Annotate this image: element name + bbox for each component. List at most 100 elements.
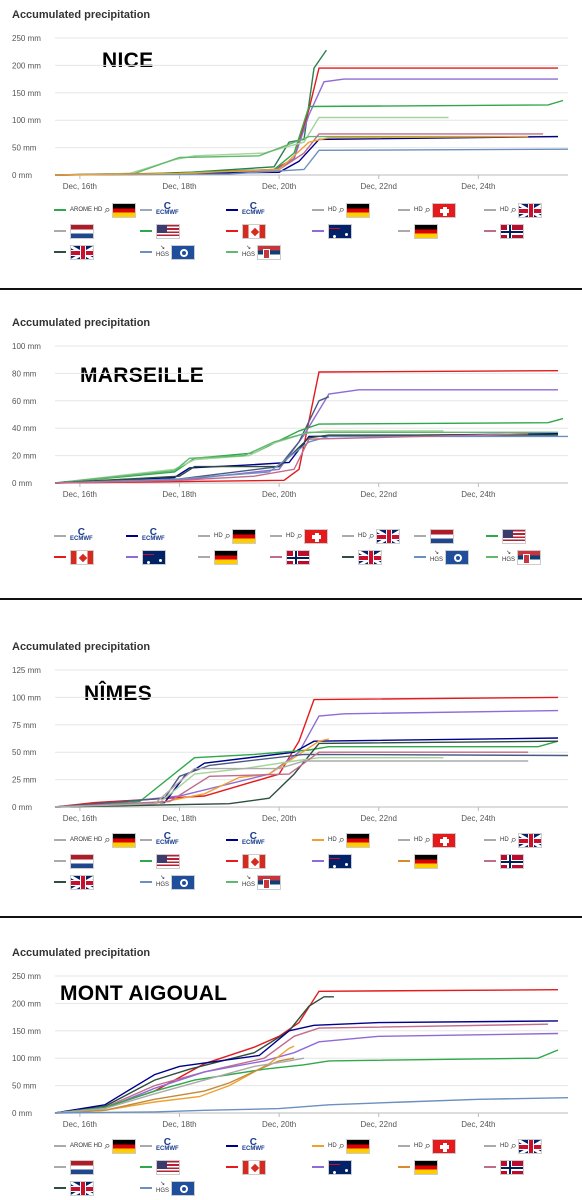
legend-item[interactable] (312, 1159, 352, 1175)
model-label: ECMWF (156, 840, 179, 846)
legend-swatch (312, 230, 324, 232)
flag-uk-icon (70, 244, 94, 260)
series-line-8 (54, 435, 568, 484)
legend-item[interactable]: C ECMWF (226, 1138, 265, 1154)
legend-item[interactable] (54, 549, 94, 565)
hgs-logo-icon: ↘ HGS (156, 245, 170, 258)
flag-de-icon (414, 853, 438, 869)
legend-swatch (414, 535, 426, 537)
legend-item[interactable]: HD ⌕ (198, 528, 256, 544)
legend-item[interactable] (226, 853, 266, 869)
legend-item[interactable] (398, 1159, 438, 1175)
legend-item[interactable] (414, 528, 454, 544)
legend-swatch (140, 839, 152, 841)
legend-swatch (54, 839, 66, 841)
legend-item[interactable] (126, 549, 166, 565)
legend-item[interactable]: HD ⌕ (398, 202, 456, 218)
legend-item[interactable] (140, 223, 180, 239)
legend-swatch (226, 860, 238, 862)
legend-item[interactable]: C ECMWF (140, 832, 179, 848)
legend-item[interactable] (198, 549, 238, 565)
legend-item[interactable] (54, 223, 94, 239)
legend-item[interactable]: C ECMWF (54, 528, 93, 544)
legend-item[interactable]: ↘ HGS (414, 549, 470, 565)
flag-au-icon (142, 549, 166, 565)
hgs-logo-icon: ↘ HGS (242, 875, 256, 888)
model-label: HD (328, 207, 337, 213)
legend-item[interactable] (398, 223, 438, 239)
legend-item[interactable]: C ECMWF (226, 202, 265, 218)
legend-item[interactable] (486, 528, 526, 544)
legend-swatch (198, 535, 210, 537)
legend-item[interactable]: HD ⌕ (312, 1138, 370, 1154)
x-tick-label: Dec, 16th (63, 182, 97, 191)
legend-item[interactable] (270, 549, 310, 565)
legend-item[interactable]: C ECMWF (226, 832, 265, 848)
legend-swatch (398, 1145, 410, 1147)
legend-item[interactable] (312, 853, 352, 869)
legend-item[interactable]: HD ⌕ (342, 528, 400, 544)
legend-item[interactable]: HD ⌕ (312, 832, 370, 848)
legend-item[interactable] (226, 223, 266, 239)
legend-item[interactable]: HD ⌕ (398, 1138, 456, 1154)
y-tick-label: 100 mm (12, 342, 41, 351)
flag-ca-icon (242, 853, 266, 869)
legend-item[interactable]: HD ⌕ (484, 1138, 542, 1154)
legend-item[interactable] (54, 1180, 94, 1196)
magnifier-icon: ⌕ (510, 833, 517, 846)
legend-item[interactable]: ↘ HGS (140, 874, 196, 890)
series-line-9 (54, 760, 529, 808)
magnifier-icon: ⌕ (424, 1139, 431, 1152)
legend-item[interactable] (140, 1159, 180, 1175)
legend-item[interactable]: HD ⌕ (484, 832, 542, 848)
legend-swatch (54, 556, 66, 558)
x-tick-label: Dec, 22nd (361, 182, 397, 191)
hgs-logo-icon: ↘ HGS (156, 1181, 170, 1194)
legend-item[interactable]: ↘ HGS (486, 549, 542, 565)
model-label: HD (414, 207, 423, 213)
legend-item[interactable] (54, 874, 94, 890)
legend-item[interactable] (312, 223, 352, 239)
legend-item[interactable]: HD ⌕ (398, 832, 456, 848)
legend-item[interactable] (398, 853, 438, 869)
flag-uk-icon (375, 528, 400, 544)
legend-item[interactable]: ↘ HGS (226, 874, 282, 890)
legend-item[interactable]: HD ⌕ (484, 202, 542, 218)
chart-plot: 0 mm 50 mm 100 mm 150 mm 200 mm 250 mm Dec, 16… (12, 34, 569, 191)
model-label: ECMWF (156, 210, 179, 216)
legend-item[interactable]: C ECMWF (126, 528, 165, 544)
model-label: HD (500, 1143, 509, 1149)
legend-item[interactable] (140, 853, 180, 869)
legend-item[interactable]: ↘ HGS (226, 244, 282, 260)
series-line-6 (54, 1045, 295, 1114)
legend-item[interactable] (484, 223, 524, 239)
x-tick-label: Dec, 22nd (361, 814, 397, 823)
legend-item[interactable] (484, 853, 524, 869)
legend-swatch (126, 535, 138, 537)
flag-de-icon (345, 202, 370, 218)
series-line-4 (54, 430, 444, 484)
legend-item[interactable]: AROME HD ⌕ (54, 1138, 136, 1154)
y-tick-label: 0 mm (12, 171, 32, 180)
legend-swatch (140, 230, 152, 232)
legend-item[interactable] (342, 549, 382, 565)
legend-item[interactable]: HD ⌕ (270, 528, 328, 544)
hgs-logo-icon: ↘ HGS (430, 550, 444, 563)
legend-item[interactable] (226, 1159, 266, 1175)
legend-item[interactable] (54, 853, 94, 869)
legend-item[interactable]: AROME HD ⌕ (54, 832, 136, 848)
legend-item[interactable]: ↘ HGS (140, 1180, 196, 1196)
legend-item[interactable] (54, 1159, 94, 1175)
series-line-0 (54, 370, 559, 484)
legend-item[interactable]: AROME HD ⌕ (54, 202, 136, 218)
legend-item[interactable] (54, 244, 94, 260)
magnifier-icon: ⌕ (424, 833, 431, 846)
series-line-8 (54, 1057, 305, 1114)
legend-item[interactable]: C ECMWF (140, 202, 179, 218)
legend-item[interactable]: HD ⌕ (312, 202, 370, 218)
legend-item[interactable]: C ECMWF (140, 1138, 179, 1154)
legend-item[interactable] (484, 1159, 524, 1175)
legend-swatch (140, 860, 152, 862)
legend-item[interactable]: ↘ HGS (140, 244, 196, 260)
y-tick-label: 100 mm (12, 693, 41, 702)
